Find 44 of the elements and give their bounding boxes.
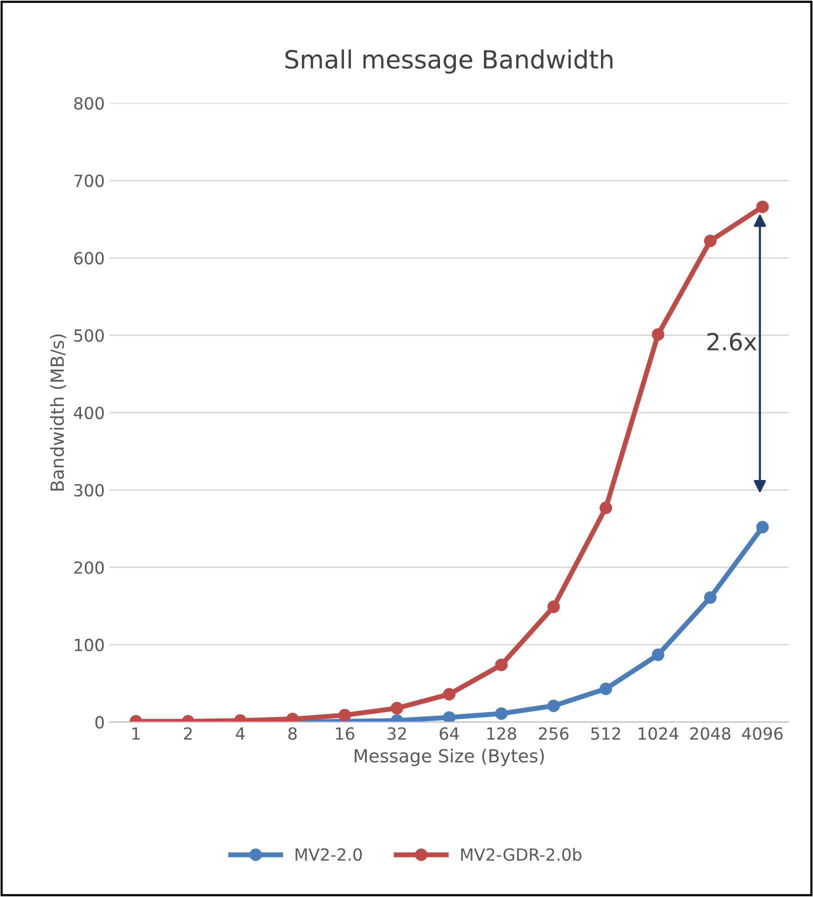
y-tick-label: 600: [74, 252, 104, 264]
y-tick-label: 800: [74, 97, 104, 110]
annotation: 2.6x: [707, 332, 757, 351]
x-tick-label: 8: [288, 727, 297, 740]
x-tick-label: 2048: [690, 727, 730, 740]
x-tick-label: 128: [487, 727, 516, 740]
x-axis-title: Message Size (Bytes): [354, 748, 544, 766]
y-tick-label: 100: [74, 638, 104, 652]
legend-label: MV2-GDR-2.0b: [461, 848, 582, 861]
y-tick-label: 700: [74, 174, 104, 188]
y-axis-title: Bandwidth (MB/s): [50, 334, 66, 491]
point: [600, 502, 612, 514]
y-tick-label: 500: [74, 329, 104, 342]
point: [495, 707, 508, 720]
point: [704, 591, 717, 604]
y-tick-label: 300: [74, 484, 104, 497]
point: [652, 328, 664, 341]
x-tick-label: 2: [184, 727, 192, 740]
point: [704, 234, 717, 248]
x-tick-label: 16: [336, 727, 354, 740]
x-tick-label: 32: [388, 727, 406, 740]
legend-label: MV2-2.0: [296, 848, 362, 861]
y-tick-label: 200: [74, 561, 104, 574]
point: [442, 711, 456, 722]
x-tick-label: 1024: [638, 727, 678, 740]
x-tick-label: 4096: [742, 727, 783, 740]
point: [756, 200, 769, 214]
x-tick-label: 64: [440, 727, 459, 740]
point: [390, 702, 404, 714]
point: [442, 688, 456, 700]
x-tick-label: 256: [538, 727, 568, 740]
point: [547, 600, 560, 614]
y-tick-label: 0: [95, 716, 104, 729]
chart-title: Small message Bandwidth: [285, 49, 612, 74]
x-tick-label: 4: [236, 727, 245, 740]
point: [338, 708, 351, 722]
x-tick-label: 512: [591, 727, 620, 740]
point: [495, 658, 508, 672]
x-tick-label: 1: [132, 727, 140, 740]
point: [547, 700, 560, 712]
point: [652, 648, 664, 662]
y-tick-label: 400: [74, 406, 104, 420]
point: [756, 520, 769, 534]
point: [600, 682, 612, 696]
